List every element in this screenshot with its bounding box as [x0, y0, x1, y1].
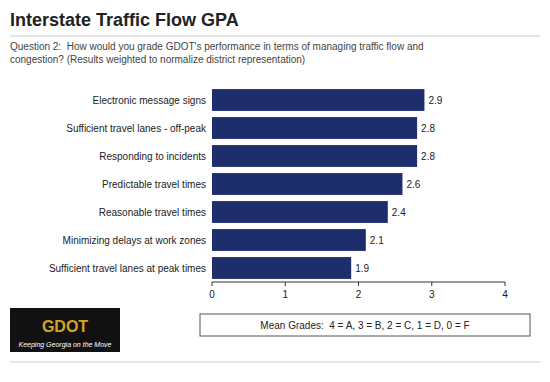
bar [212, 229, 366, 251]
x-tick [431, 282, 432, 286]
x-tick-label: 2 [356, 289, 362, 300]
title-rule [10, 36, 540, 37]
title: Interstate Traffic Flow GPA [10, 10, 239, 30]
data-label: 2.1 [370, 235, 384, 246]
x-tick [212, 282, 213, 286]
x-tick [505, 282, 506, 286]
bars [212, 89, 424, 279]
y-tick-label: Minimizing delays at work zones [63, 235, 206, 246]
subtitle: Question 2: How would you grade GDOT's p… [10, 41, 424, 65]
x-tick-label: 0 [209, 289, 215, 300]
bar [212, 201, 388, 223]
grade-key-text: Mean Grades: 4 = A, 3 = B, 2 = C, 1 = D,… [260, 320, 469, 331]
data-label: 2.6 [406, 179, 420, 190]
data-label: 2.8 [421, 123, 435, 134]
logo-tagline: Keeping Georgia on the Move [18, 341, 111, 349]
data-labels: 1.9 2.1 2.4 2.6 2.8 2.8 2.9 [355, 95, 443, 274]
x-tick [358, 282, 359, 286]
y-tick-label: Predictable travel times [102, 179, 206, 190]
data-label: 1.9 [355, 263, 369, 274]
background [0, 0, 550, 382]
logo-box [10, 308, 120, 352]
bar [212, 117, 417, 139]
chart: Interstate Traffic Flow GPA Question 2: H… [0, 0, 550, 382]
logo: GDOT Keeping Georgia on the Move [10, 308, 120, 352]
y-tick-label: Electronic message signs [93, 95, 206, 106]
bar [212, 173, 402, 195]
y-tick-label: Responding to incidents [99, 151, 206, 162]
grade-key: Mean Grades: 4 = A, 3 = B, 2 = C, 1 = D,… [200, 314, 530, 336]
x-tick-label: 3 [429, 289, 435, 300]
data-label: 2.9 [428, 95, 442, 106]
x-tick-label: 4 [502, 289, 508, 300]
y-tick-label: Sufficient travel lanes at peak times [49, 263, 206, 274]
y-tick-label: Reasonable travel times [99, 207, 206, 218]
x-tick [285, 282, 286, 286]
x-tick-label: 1 [282, 289, 288, 300]
x-axis: 0 1 2 3 4 [209, 282, 508, 300]
grade-key-box [200, 314, 530, 336]
data-label: 2.4 [392, 207, 406, 218]
bar [212, 257, 351, 279]
logo-text: GDOT [42, 318, 88, 335]
y-axis: Sufficient travel lanes at peak times Min… [49, 95, 207, 274]
subtitle-line: Question 2: How would you grade GDOT's p… [10, 41, 424, 52]
subtitle-line: congestion? (Results weighted to normali… [10, 54, 305, 65]
data-label: 2.8 [421, 151, 435, 162]
bar [212, 89, 424, 111]
y-tick-label: Sufficient travel lanes - off-peak [66, 123, 207, 134]
bottom-rule [10, 362, 540, 363]
bar [212, 145, 417, 167]
